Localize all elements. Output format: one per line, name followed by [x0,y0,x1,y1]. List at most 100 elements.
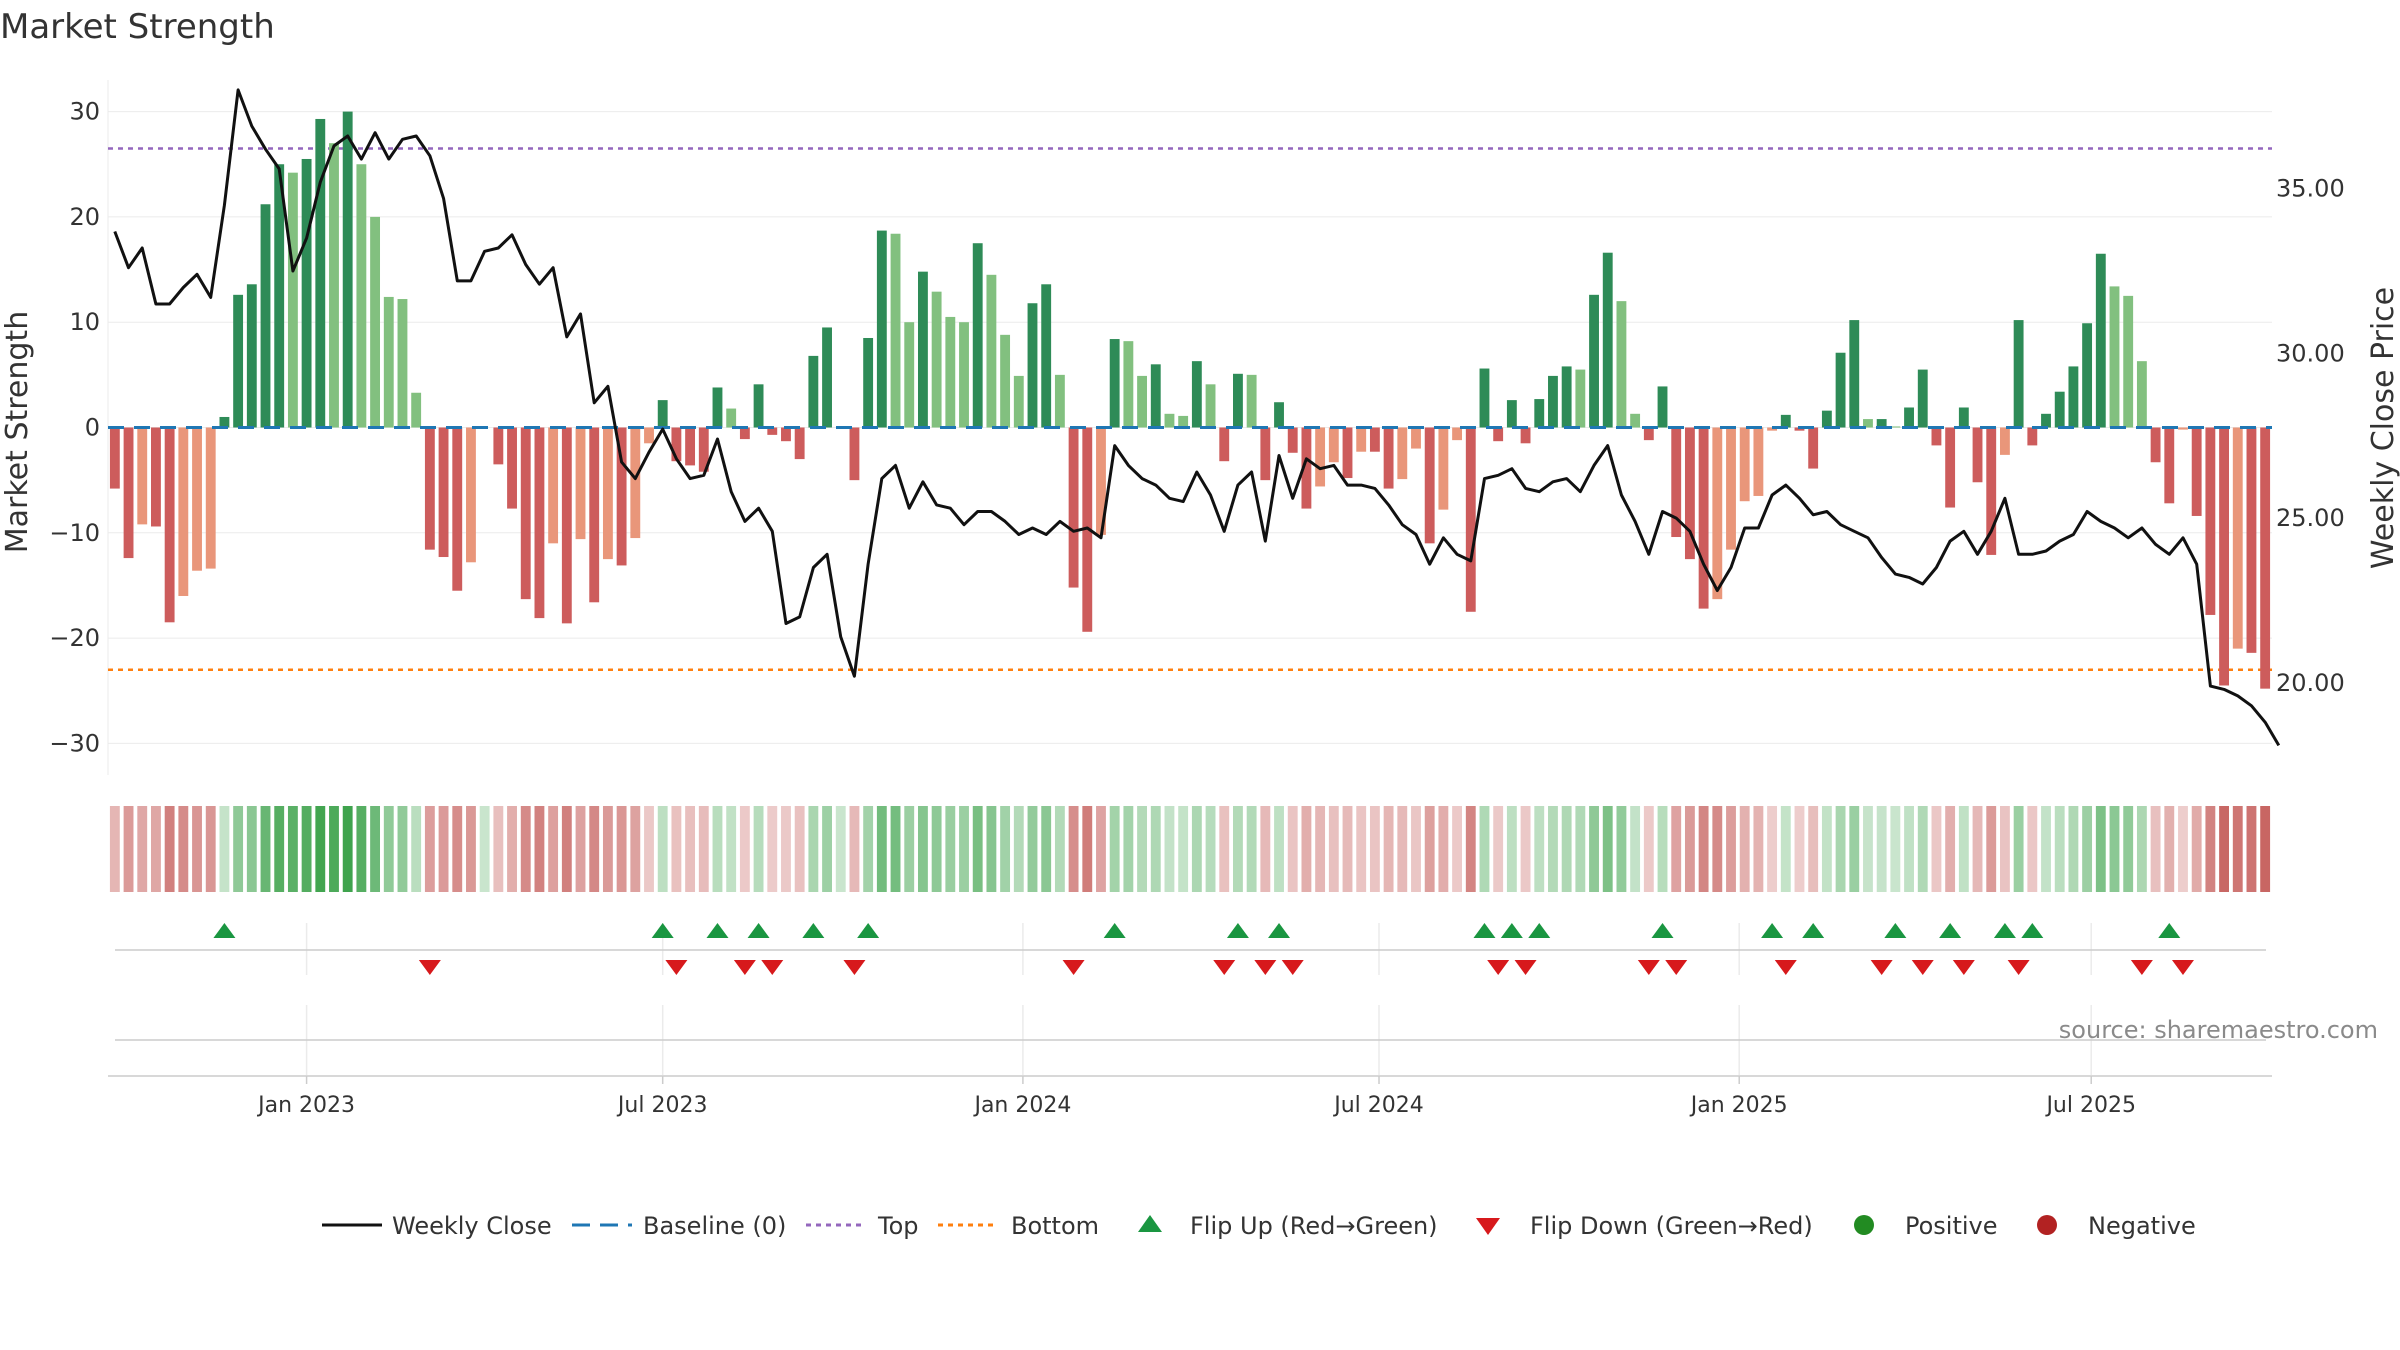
strength-bar [1589,294,1599,428]
strength-bar [1123,341,1134,428]
strength-bar [2246,427,2257,653]
heat-cell [644,806,654,892]
heat-cell [1041,806,1052,892]
heat-cell [1589,806,1599,892]
legend-label: Negative [2088,1212,2196,1240]
heat-cell [2123,806,2134,892]
strength-bar [1068,427,1079,588]
y2-tick-label: 25.00 [2276,504,2345,532]
strength-bar [1506,400,1517,428]
heat-cell [1575,806,1586,892]
strength-bar [644,427,654,444]
heat-cell [767,806,778,892]
strength-bar [1438,427,1449,510]
heat-cell [1164,806,1175,892]
flip-up-marker [747,923,770,938]
strength-bar [2219,427,2229,686]
legend-label: Bottom [1011,1212,1099,1240]
strength-bar [917,271,928,428]
strength-bar [548,427,559,544]
strength-bar [1000,334,1011,428]
strength-bar [1150,364,1161,428]
heat-cell [863,806,874,892]
heat-cell [1465,806,1476,892]
heat-cell [1999,806,2010,892]
heat-cell [2041,806,2051,892]
heat-cell [1548,806,1558,892]
heat-cell [1958,806,1969,892]
flip-down-marker [1665,960,1688,975]
strength-bar [137,427,148,525]
legend-item-flip-down: Flip Down (Green→Red) [1476,1212,1813,1240]
heat-cell [2178,806,2188,892]
strength-bar [1369,427,1380,452]
heat-cell [1013,806,1024,892]
strength-bar [1548,375,1558,428]
strength-bar [2123,295,2134,428]
strength-bar [383,296,394,428]
heat-cell [452,806,463,892]
heat-cell [479,806,490,892]
heat-cell [1506,806,1517,892]
heat-cell [342,806,353,892]
heat-cell [739,806,750,892]
strength-heat-strip [109,806,2271,892]
legend-label: Baseline (0) [643,1212,786,1240]
heat-cell [287,806,298,892]
strength-bar [370,216,381,428]
strength-bar [1657,386,1668,428]
strength-bar [2095,253,2106,428]
heat-cell [2219,806,2229,892]
heat-cell [2164,806,2175,892]
strength-bar [561,427,572,624]
flip-up-marker [802,923,825,938]
strength-bar [1465,427,1476,612]
heat-cell [1684,806,1695,892]
strength-bar [986,274,997,428]
legend-label: Flip Down (Green→Red) [1530,1212,1813,1240]
heat-cell [2150,806,2161,892]
heat-cell [657,806,668,892]
y-axis-ticks: 30 20 10 0 −10 −20 −30 [49,98,100,758]
strength-bar [507,427,517,509]
heat-cell [2082,806,2093,892]
x-tick-label: Jan 2023 [256,1093,355,1118]
heat-cell [438,806,449,892]
strength-bar [698,427,709,472]
strength-bar [616,427,627,566]
flip-down-marker [1062,960,1085,975]
heat-cell [1643,806,1654,892]
x-tick-label: Jul 2023 [616,1093,708,1118]
heat-cell [1890,806,1901,892]
heat-cell [2054,806,2065,892]
heat-cell [630,806,641,892]
heat-cell [1301,806,1312,892]
strength-bar [1616,301,1627,428]
strength-bar [1027,303,1038,428]
flip-down-marker [761,960,784,975]
y-tick-label: 20 [69,203,100,231]
flip-down-marker [1774,960,1797,975]
strength-bar [1219,427,1230,462]
heat-cell [1726,806,1736,892]
y2-tick-label: 35.00 [2276,175,2345,203]
strength-bar [753,384,764,428]
heat-cell [575,806,586,892]
strength-bar [1534,399,1545,428]
heat-cell [274,806,285,892]
y-tick-label: −10 [49,519,100,547]
heat-cell [1657,806,1668,892]
heat-cell [1794,806,1805,892]
legend-item-close: Weekly Close [322,1212,552,1240]
flip-up-marker [706,923,729,938]
strength-bar [466,427,476,563]
y2-tick-label: 30.00 [2276,339,2345,367]
strength-bar [671,427,682,462]
heat-cell [1315,806,1326,892]
strength-bar [2178,427,2188,430]
heat-cell [1863,806,1873,892]
strength-bar [1191,361,1202,428]
x-tick-label: Jul 2025 [2044,1093,2136,1118]
legend-item-baseline: Baseline (0) [572,1212,786,1240]
